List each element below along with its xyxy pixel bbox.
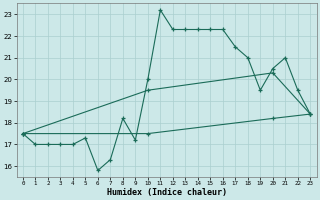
X-axis label: Humidex (Indice chaleur): Humidex (Indice chaleur) <box>107 188 227 197</box>
